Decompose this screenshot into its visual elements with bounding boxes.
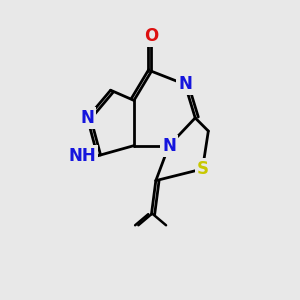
Text: O: O [144,27,159,45]
Text: NH: NH [68,147,96,165]
Text: S: S [196,160,208,178]
Text: N: N [178,75,192,93]
Text: N: N [80,109,94,127]
Text: N: N [162,136,176,154]
